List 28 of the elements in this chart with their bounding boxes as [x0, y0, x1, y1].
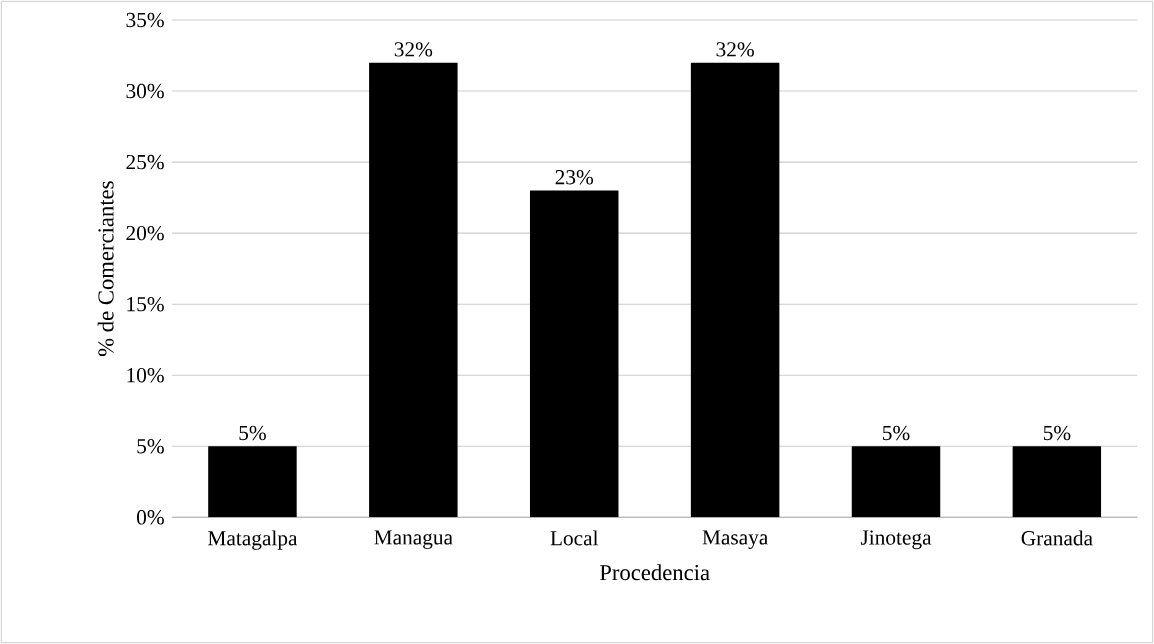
data-label: 32%	[716, 42, 754, 57]
x-tick-label: Granada	[1021, 530, 1093, 546]
bar	[851, 446, 941, 518]
y-tick-label: 20%	[126, 225, 164, 241]
bar	[529, 190, 619, 518]
bar	[369, 62, 458, 518]
y-tick-label: 10%	[127, 368, 164, 383]
data-label: 5%	[1043, 425, 1071, 441]
data-label: 23%	[555, 170, 594, 185]
y-tick-label: 25%	[126, 154, 164, 170]
bar	[690, 62, 780, 518]
bar	[208, 446, 297, 518]
y-tick-label: 5%	[137, 439, 164, 454]
x-tick-label: Jinotega	[860, 530, 932, 550]
x-tick-label: Masaya	[702, 530, 768, 549]
x-tick-label: Managua	[374, 530, 453, 549]
bar	[1012, 446, 1102, 518]
data-label: 32%	[394, 42, 433, 57]
y-tick-label: 30%	[126, 83, 164, 99]
y-tick-label: 35%	[126, 12, 164, 28]
data-label: 5%	[883, 425, 910, 441]
y-tick-label: 15%	[127, 296, 164, 312]
data-label: 5%	[239, 425, 266, 441]
x-tick-label: Matagalpa	[208, 530, 298, 550]
x-tick-label: Local	[550, 530, 599, 546]
y-tick-label: 0%	[137, 510, 164, 525]
y-axis-title: % de Comerciantes	[97, 181, 114, 357]
x-axis-title: Procedencia	[599, 564, 710, 581]
